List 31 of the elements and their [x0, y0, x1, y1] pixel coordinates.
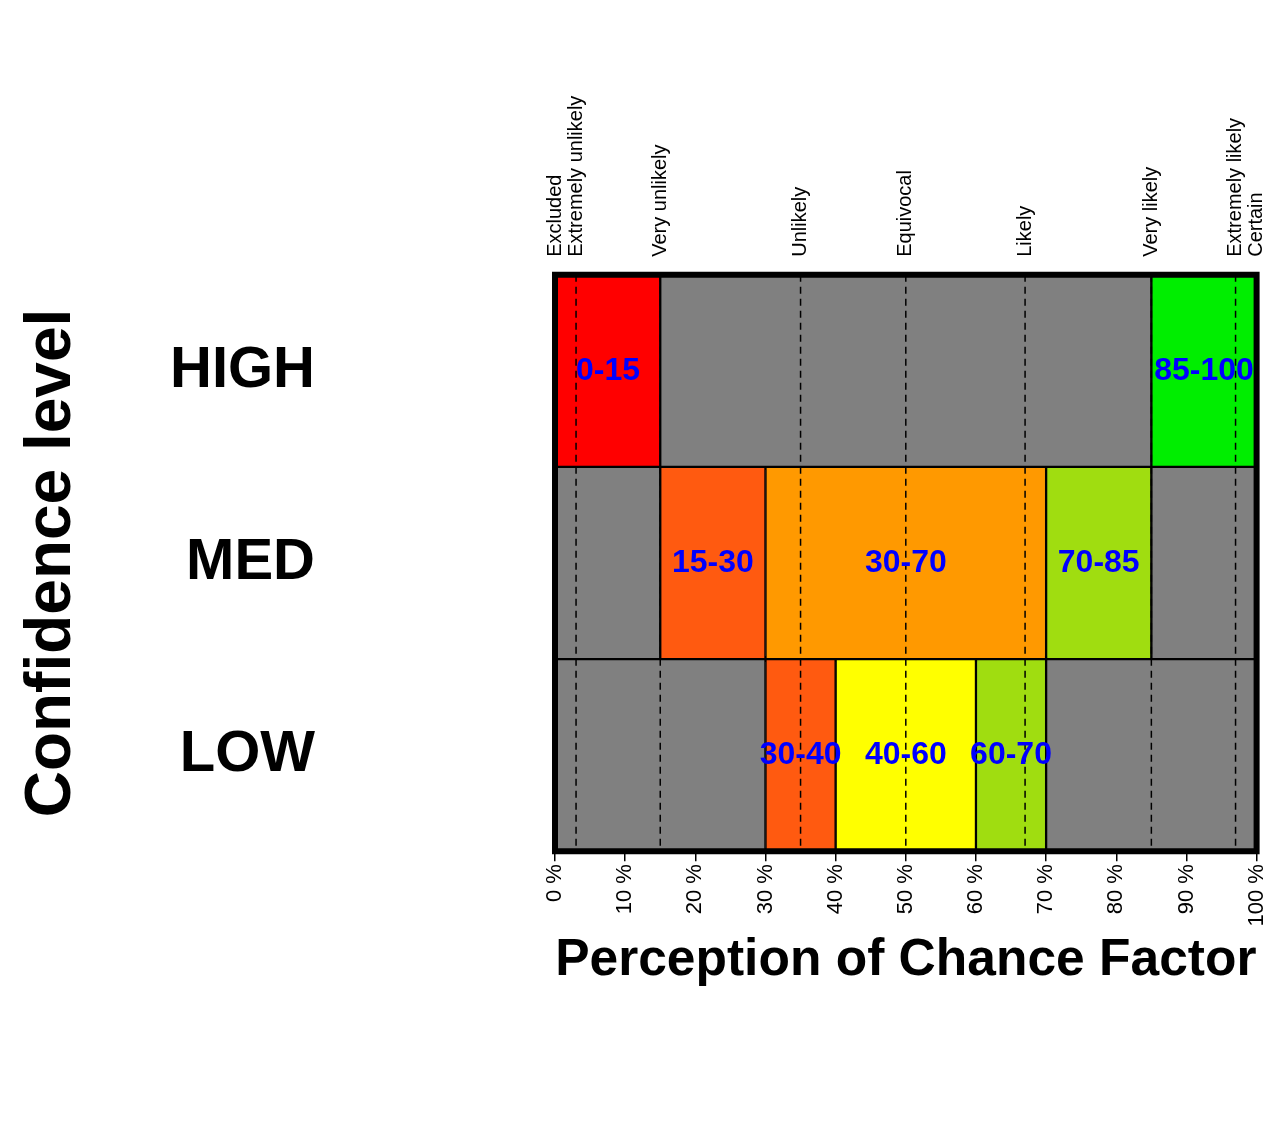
data-label: 30-70: [864, 542, 947, 579]
data-label: 70-85: [1057, 542, 1140, 579]
x-tick-label: 100 %: [1242, 864, 1268, 927]
text: Excluded: [542, 174, 565, 257]
y-tick-label: HIGH: [170, 333, 315, 399]
text: Certain: [1244, 192, 1267, 257]
data-label: 40-60: [864, 734, 947, 771]
x-tick-label: 60 %: [962, 864, 988, 915]
data-label: 0-15: [575, 350, 641, 387]
x-tick-label: 20 %: [681, 864, 707, 915]
ref-line-label: Likely: [1012, 205, 1035, 257]
data-label: 85-100: [1154, 350, 1254, 387]
x-axis-title: Perception of Chance Factor: [555, 927, 1257, 987]
ref-line-label: Extremely unlikely: [563, 95, 586, 257]
ref-line-label: Very likely: [1138, 166, 1161, 257]
data-label: 15-30: [671, 542, 754, 579]
y-tick-label: LOW: [179, 718, 316, 784]
ref-line-label: Extremely likely: [1223, 117, 1246, 257]
x-tick-label: 0 %: [541, 864, 567, 903]
x-tick-label: 80 %: [1102, 864, 1128, 915]
x-tick-label: 90 %: [1172, 864, 1198, 915]
ref-line-label: Very unlikely: [647, 144, 670, 257]
x-tick-label: 30 %: [751, 864, 777, 915]
ref-line-label: Unlikely: [788, 186, 811, 257]
x-tick-label: 50 %: [891, 864, 917, 915]
y-axis-title: Confidence level: [12, 308, 85, 818]
x-tick-label: 70 %: [1032, 864, 1058, 915]
ref-line-label: Equivocal: [893, 170, 916, 257]
x-tick-label: 40 %: [821, 864, 847, 915]
x-tick-label: 10 %: [611, 864, 637, 915]
y-tick-label: MED: [186, 526, 315, 591]
